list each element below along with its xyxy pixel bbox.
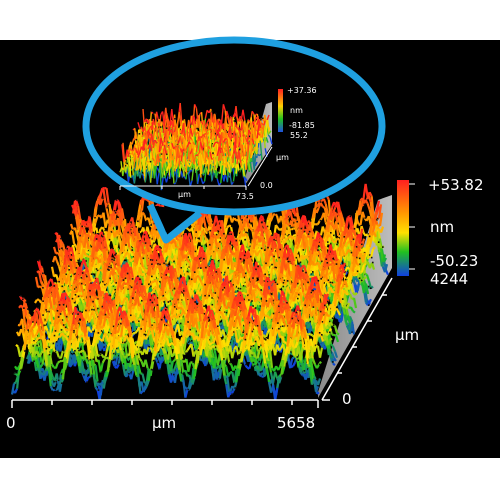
colorbar [397, 180, 409, 276]
inset-x-axis [119, 185, 247, 190]
x-axis-start-label: 0 [6, 414, 16, 432]
inset-colorbar-min-label: -81.85 [289, 121, 315, 130]
inset-y-axis-unit-label: µm [276, 153, 289, 162]
x-axis-unit-label: µm [152, 414, 177, 432]
inset-x-axis-end-label: 73.5 [236, 192, 254, 201]
inset-depth-max-label: 55.2 [290, 131, 308, 140]
y-axis-unit-label: µm [395, 326, 420, 344]
inset-y-axis-start-label: 0.0 [260, 181, 273, 190]
inset-x-axis-unit-label: µm [178, 190, 191, 199]
colorbar-unit-label: nm [430, 218, 455, 236]
colorbar-max-label: +53.82 [428, 176, 484, 194]
inset-colorbar-unit-label: nm [290, 106, 303, 115]
x-axis-end-label: 5658 [277, 414, 316, 432]
main-surface [10, 183, 389, 401]
x-axis [11, 399, 319, 408]
inset-colorbar [278, 89, 283, 132]
surface-side-wall [318, 195, 392, 398]
depth-max-label: 4244 [430, 270, 469, 288]
colorbar-ticks [409, 183, 415, 270]
inset-surface [119, 102, 273, 191]
y-axis-start-label: 0 [342, 390, 352, 408]
colorbar-min-label: -50.23 [430, 252, 479, 270]
inset-colorbar-max-label: +37.36 [287, 86, 317, 95]
inset-y-axis [247, 146, 273, 187]
y-axis [321, 277, 393, 401]
